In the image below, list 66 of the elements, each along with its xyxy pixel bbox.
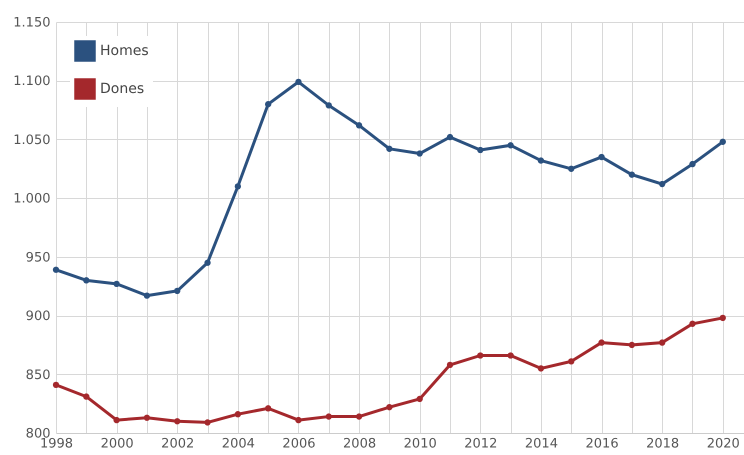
point [204,260,211,266]
point [568,358,574,365]
y-tick-label: 1.100 [13,74,50,90]
point [356,122,362,128]
point [598,154,605,160]
point [659,339,666,346]
point [356,413,362,420]
point [659,180,666,188]
x-tick-label: 2000 [100,436,134,452]
point [264,101,272,108]
point [52,382,60,388]
x-tick-label: 2010 [404,436,437,452]
point [295,78,302,86]
point [234,183,242,190]
point [174,288,180,294]
y-tick-label: 850 [26,368,50,383]
x-tick-label: 2020 [706,436,740,452]
point [416,396,423,402]
point [538,365,544,372]
point [507,352,514,359]
legend-label: Dones [100,81,144,97]
point [234,411,242,418]
point [204,419,211,426]
point [628,342,636,348]
point [52,266,60,273]
point [144,292,150,299]
y-tick-label: 900 [26,309,50,324]
point [83,393,90,400]
point [386,146,393,152]
point [689,320,696,327]
y-tick-label: 950 [26,250,50,266]
y-tick-label: 1.050 [13,132,50,148]
point [568,166,574,172]
point [477,352,484,359]
point [507,142,514,148]
x-tick-label: 2016 [586,436,619,452]
x-tick-label: 2004 [222,436,255,452]
point [446,362,454,368]
point [295,416,302,424]
point [446,134,454,140]
legend-label: Homes [100,43,149,59]
point [113,280,120,288]
point [598,339,605,346]
point [477,146,484,154]
point [720,138,726,145]
x-tick-label: 2018 [646,436,680,452]
x-tick-label: 2012 [464,436,498,452]
point [83,277,90,284]
point [144,414,150,421]
point [386,404,393,410]
x-tick-label: 2002 [161,436,194,452]
point [326,102,332,109]
point [720,314,726,322]
point [326,413,332,420]
point [113,416,120,424]
y-tick-label: 1.000 [13,192,50,207]
x-tick-label: 2008 [343,436,376,452]
x-tick-label: 2006 [282,436,316,452]
point [628,172,636,178]
x-tick-label: 2014 [524,436,558,452]
point [174,418,180,424]
point [689,160,696,168]
point [264,405,272,412]
y-tick-label: 1.150 [13,16,50,30]
point [416,150,423,157]
point [538,157,544,164]
